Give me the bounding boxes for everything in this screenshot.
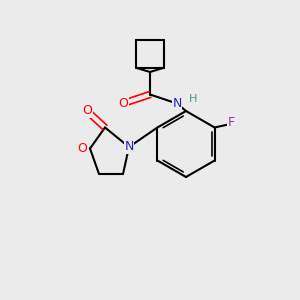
Text: N: N (124, 140, 134, 154)
Text: N: N (172, 97, 182, 110)
Text: O: O (78, 142, 87, 155)
Text: O: O (82, 104, 92, 118)
Text: F: F (227, 116, 235, 130)
Text: O: O (118, 97, 128, 110)
Text: H: H (189, 94, 198, 104)
